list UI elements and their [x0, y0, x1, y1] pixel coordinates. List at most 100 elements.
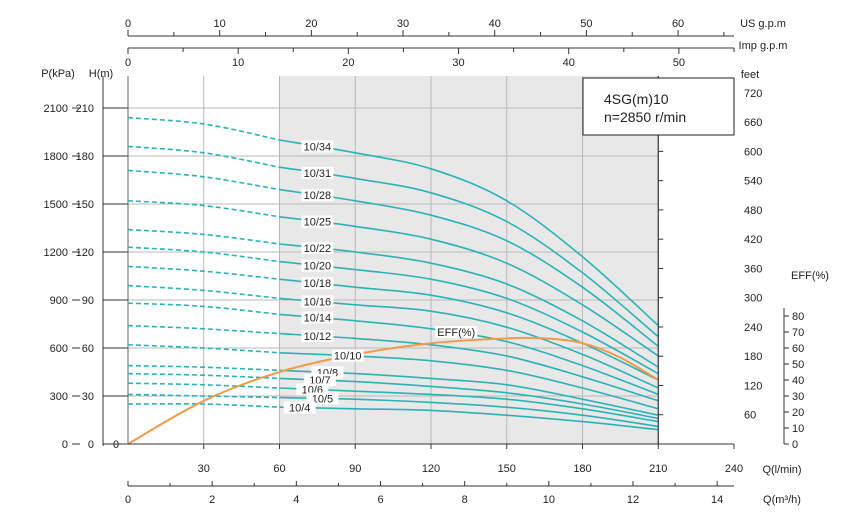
feet-tick-label: 660 — [744, 117, 762, 129]
pressure-axis-title: P(kPa) — [41, 68, 75, 80]
head-curve-dashed-10-16 — [127, 284, 280, 300]
efficiency-tick-label: 70 — [792, 327, 804, 339]
head-curve-10-25 — [279, 216, 659, 357]
efficiency-tick-label: 50 — [792, 359, 804, 371]
us-gpm-tick-label: 40 — [489, 18, 501, 30]
head-tick-label: 180 — [76, 151, 94, 163]
pressure-tick-label: 0 — [62, 439, 68, 451]
us-gpm-tick-label: 20 — [305, 18, 317, 30]
imp-gpm-tick-label: 10 — [232, 57, 244, 69]
curve-label-bg — [301, 189, 334, 202]
pressure-tick-label: 600 — [50, 343, 68, 355]
imp-gpm-tick-label: 0 — [125, 57, 131, 69]
flow-m3h-tick-label: 14 — [711, 494, 723, 506]
efficiency-tick-label: 0 — [792, 439, 798, 451]
imp-gpm-tick-label: 40 — [563, 57, 575, 69]
head-curve-10-20 — [279, 260, 659, 375]
curve-label-10-28: 10/28 — [304, 190, 332, 202]
head-curve-dashed-10-28 — [127, 169, 280, 191]
head-curve-dashed-10-8 — [127, 364, 280, 372]
head-curve-dashed-10-10 — [127, 344, 280, 354]
us-gpm-tick-label: 0 — [125, 18, 131, 30]
head-curve-10-5 — [279, 396, 659, 428]
curve-label-bg — [331, 349, 364, 362]
flow-zero-label: 0 — [113, 439, 119, 451]
head-curve-dashed-10-20 — [127, 246, 280, 263]
flow-lmin-axis-title: Q(l/min) — [762, 464, 801, 476]
curve-label-10-20: 10/20 — [304, 261, 332, 273]
curve-label-bg — [301, 242, 334, 254]
head-curve-10-16 — [279, 297, 659, 389]
head-tick-label: 30 — [82, 391, 94, 403]
flow-m3h-tick-label: 8 — [462, 494, 468, 506]
head-curve-dashed-10-25 — [127, 200, 280, 218]
efficiency-tick-label: 10 — [792, 423, 804, 435]
model-name: 4SG(m)10 — [604, 91, 669, 107]
feet-tick-label: 600 — [744, 146, 762, 158]
us-gpm-tick-label: 10 — [214, 18, 226, 30]
head-curve-dashed-10-5 — [127, 393, 280, 399]
us-gpm-axis-title: US g.p.m — [740, 18, 786, 30]
efficiency-axis-title: EFF(%) — [791, 270, 829, 282]
feet-axis-title: feet — [741, 69, 759, 81]
pressure-tick-label: 300 — [50, 391, 68, 403]
curve-label-10-31: 10/31 — [304, 168, 332, 180]
curve-label-10-22: 10/22 — [304, 243, 332, 255]
feet-tick-label: 540 — [744, 176, 762, 188]
efficiency-label-bg — [435, 326, 478, 338]
head-tick-label: 0 — [88, 439, 94, 451]
feet-tick-label: 360 — [744, 263, 762, 275]
curve-label-bg — [301, 330, 334, 342]
curve-label-bg — [306, 392, 339, 405]
efficiency-tick-label: 60 — [792, 343, 804, 355]
head-tick-label: 120 — [76, 247, 94, 259]
curve-label-10-4: 10/4 — [289, 403, 310, 415]
curve-label-10-14: 10/14 — [304, 313, 332, 325]
flow-m3h-axis-title: Q(m³/h) — [763, 494, 801, 506]
flow-lmin-tick-label: 180 — [573, 463, 591, 475]
flow-m3h-tick-label: 10 — [543, 494, 555, 506]
feet-tick-label: 180 — [744, 351, 762, 363]
curve-label-10-12: 10/12 — [304, 331, 332, 343]
flow-m3h-tick-label: 2 — [209, 494, 215, 506]
head-curve-dashed-10-34 — [127, 116, 280, 141]
us-gpm-tick-label: 50 — [580, 18, 592, 30]
curve-label-10-25: 10/25 — [304, 217, 332, 229]
imp-gpm-tick-label: 50 — [673, 57, 685, 69]
head-curve-10-6 — [279, 387, 659, 423]
feet-tick-label: 240 — [744, 322, 762, 334]
curve-label-bg — [301, 215, 334, 228]
head-curve-10-31 — [279, 166, 659, 338]
head-curve-10-28 — [279, 188, 659, 348]
feet-tick-label: 120 — [744, 380, 762, 392]
model-speed: n=2850 r/min — [604, 109, 686, 125]
model-info-box: 4SG(m)10 n=2850 r/min — [582, 77, 735, 136]
head-axis-title: H(m) — [89, 68, 113, 80]
flow-lmin-tick-label: 30 — [198, 463, 210, 475]
head-curve-dashed-10-7 — [127, 372, 280, 380]
curve-label-bg — [301, 277, 334, 290]
head-curve-dashed-10-18 — [127, 265, 280, 280]
us-gpm-tick-label: 60 — [672, 18, 684, 30]
curve-label-10-16: 10/16 — [304, 297, 332, 309]
head-curve-dashed-10-4 — [127, 402, 280, 408]
flow-m3h-tick-label: 4 — [293, 494, 299, 506]
feet-tick-label: 420 — [744, 234, 762, 246]
curve-label-bg — [301, 140, 334, 153]
curve-label-10-34: 10/34 — [304, 141, 332, 153]
head-curve-10-18 — [279, 278, 659, 381]
pressure-tick-label: 1500 — [44, 199, 68, 211]
head-curve-dashed-10-22 — [127, 228, 280, 245]
head-tick-label: 60 — [82, 343, 94, 355]
curve-label-10-10: 10/10 — [334, 351, 362, 363]
curve-label-bg — [301, 259, 334, 272]
flow-lmin-tick-label: 90 — [349, 463, 361, 475]
curve-label-bg — [296, 383, 329, 396]
flow-lmin-tick-label: 240 — [725, 463, 743, 475]
pressure-tick-label: 2100 — [44, 103, 68, 115]
head-curve-10-12 — [279, 332, 659, 402]
feet-tick-label: 300 — [744, 293, 762, 305]
head-curve-dashed-10-31 — [127, 145, 280, 168]
